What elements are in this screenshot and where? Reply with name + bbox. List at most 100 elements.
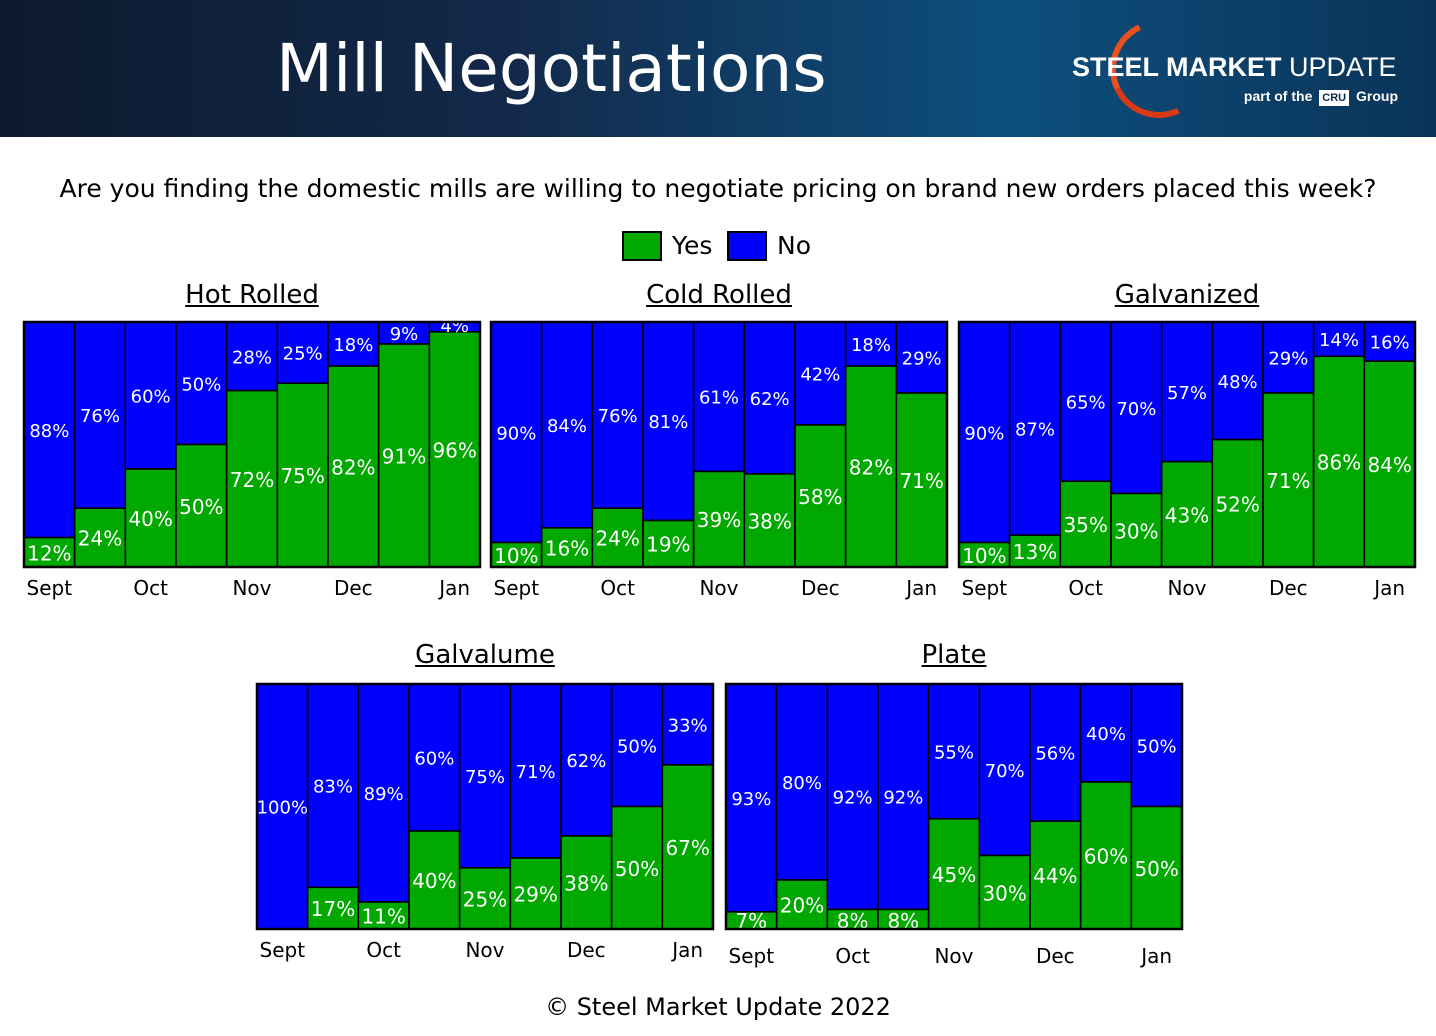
label-yes-cold-rolled-4: 39% bbox=[697, 508, 741, 532]
label-no-plate-8: 50% bbox=[1137, 736, 1177, 757]
bar-no-galvanized-8 bbox=[1363, 321, 1416, 363]
chart-plate: 93%7%80%20%92%8%92%8%55%45%70%30%56%44%4… bbox=[724, 682, 1184, 968]
label-yes-plate-4: 45% bbox=[932, 863, 976, 887]
label-no-galvanized-8: 16% bbox=[1370, 333, 1410, 354]
chart-title-galvanized: Galvanized bbox=[1114, 280, 1260, 310]
bar-no-hot-rolled-0 bbox=[23, 321, 76, 539]
cru-badge: CRU bbox=[1319, 90, 1350, 106]
label-no-galvanized-0: 90% bbox=[964, 423, 1004, 444]
label-no-galvanized-4: 57% bbox=[1167, 383, 1207, 404]
label-no-plate-2: 92% bbox=[833, 788, 873, 809]
bar-yes-galvalume-6 bbox=[560, 835, 613, 930]
legend-swatch-no bbox=[727, 231, 767, 261]
bar-no-plate-7 bbox=[1079, 683, 1133, 783]
bar-no-galvalume-6 bbox=[560, 683, 613, 837]
bar-no-plate-6 bbox=[1029, 683, 1082, 822]
survey-question: Are you finding the domestic mills are w… bbox=[59, 174, 1377, 203]
bar-no-hot-rolled-3 bbox=[175, 321, 228, 446]
label-yes-cold-rolled-0: 10% bbox=[494, 544, 538, 568]
month-label-galvalume-0: Sept bbox=[260, 938, 306, 962]
bar-yes-galvalume-3 bbox=[408, 830, 461, 930]
logo-wordmark: STEEL MARKET UPDATE bbox=[1072, 52, 1397, 83]
bar-yes-hot-rolled-2 bbox=[124, 468, 177, 568]
plot-frame-galvanized bbox=[957, 320, 1417, 569]
label-no-hot-rolled-7: 9% bbox=[390, 324, 419, 345]
bar-no-galvanized-7 bbox=[1312, 321, 1366, 358]
label-no-galvanized-1: 87% bbox=[1015, 420, 1055, 441]
month-label-plate-1: Oct bbox=[835, 944, 870, 968]
bar-yes-galvanized-4 bbox=[1160, 460, 1214, 568]
bar-no-galvalume-1 bbox=[306, 683, 360, 889]
label-no-galvalume-2: 89% bbox=[364, 784, 404, 805]
label-no-cold-rolled-8: 29% bbox=[902, 349, 942, 370]
chart-cold-rolled: 90% 10% 84% 16% 76% 24% 81% 19% 61% 39% 62% 38% 42% 5… bbox=[489, 320, 949, 600]
month-label-galvanized-1: Oct bbox=[1068, 576, 1103, 600]
label-yes-galvalume-6: 38% bbox=[564, 871, 608, 895]
month-label-galvanized-4: Jan bbox=[1372, 576, 1405, 600]
label-yes-galvanized-4: 43% bbox=[1165, 503, 1209, 527]
chart-galvalume: 100%83% 17% 89% 11% 60% 40% 75% 25% 71% 29% 62% 38%… bbox=[255, 682, 715, 962]
label-yes-hot-rolled-8: 96% bbox=[432, 438, 476, 462]
label-no-cold-rolled-5: 62% bbox=[750, 389, 790, 410]
label-yes-galvanized-0: 10% bbox=[962, 544, 1006, 568]
month-label-hot-rolled-4: Jan bbox=[437, 576, 470, 600]
chart-title-plate: Plate bbox=[921, 640, 987, 670]
label-yes-galvanized-7: 86% bbox=[1317, 451, 1361, 475]
label-yes-plate-1: 20% bbox=[780, 894, 824, 918]
bar-no-cold-rolled-0 bbox=[490, 321, 543, 544]
bar-yes-hot-rolled-1 bbox=[73, 507, 127, 568]
label-no-plate-3: 92% bbox=[883, 788, 923, 809]
month-label-hot-rolled-0: Sept bbox=[27, 576, 73, 600]
chart-title-galvalume: Galvalume bbox=[415, 640, 555, 670]
month-label-cold-rolled-3: Dec bbox=[801, 576, 840, 600]
label-yes-plate-6: 44% bbox=[1033, 864, 1077, 888]
label-no-galvanized-2: 65% bbox=[1066, 393, 1106, 414]
label-no-cold-rolled-7: 18% bbox=[851, 335, 891, 356]
label-yes-galvanized-3: 30% bbox=[1114, 519, 1158, 543]
copyright-footer: © Steel Market Update 2022 bbox=[545, 993, 891, 1021]
bar-yes-galvanized-8 bbox=[1363, 360, 1416, 568]
month-label-cold-rolled-0: Sept bbox=[494, 576, 540, 600]
bar-no-plate-1 bbox=[775, 683, 829, 881]
legend-swatch-yes bbox=[622, 231, 662, 261]
logo-bold-text: STEEL MARKET bbox=[1072, 52, 1282, 82]
label-yes-hot-rolled-1: 24% bbox=[78, 527, 122, 551]
bar-yes-plate-8 bbox=[1130, 805, 1183, 930]
label-no-plate-4: 55% bbox=[934, 742, 974, 763]
month-label-plate-4: Jan bbox=[1139, 944, 1172, 968]
label-no-plate-6: 56% bbox=[1035, 744, 1075, 765]
label-yes-galvanized-2: 35% bbox=[1063, 513, 1107, 537]
bar-yes-galvanized-2 bbox=[1059, 480, 1112, 568]
label-yes-galvalume-3: 40% bbox=[412, 869, 456, 893]
bar-yes-galvanized-6 bbox=[1262, 392, 1315, 568]
chart-hot-rolled: 88% 12% 76% 24% 60% 40% 50% 50% 28% 72% 25% 75% 18% 8… bbox=[22, 316, 482, 600]
bar-yes-plate-7 bbox=[1079, 781, 1133, 930]
label-yes-cold-rolled-3: 19% bbox=[646, 533, 690, 557]
label-no-plate-0: 93% bbox=[731, 789, 771, 810]
plot-frame-hot-rolled bbox=[22, 320, 482, 569]
label-no-plate-1: 80% bbox=[782, 773, 822, 794]
month-label-galvalume-2: Nov bbox=[465, 938, 504, 962]
label-no-cold-rolled-4: 61% bbox=[699, 388, 739, 409]
bar-yes-plate-5 bbox=[978, 854, 1031, 930]
bar-no-plate-3 bbox=[877, 683, 930, 911]
logo-tagline-post: Group bbox=[1356, 88, 1398, 104]
plot-frame-plate bbox=[724, 682, 1184, 931]
header-banner: Mill Negotiations STEEL MARKET UPDATE pa… bbox=[0, 0, 1436, 137]
month-label-cold-rolled-1: Oct bbox=[600, 576, 635, 600]
label-no-galvanized-6: 29% bbox=[1268, 349, 1308, 370]
label-yes-galvalume-7: 50% bbox=[615, 857, 659, 881]
month-label-galvalume-4: Jan bbox=[670, 938, 703, 962]
label-no-plate-7: 40% bbox=[1086, 724, 1126, 745]
label-yes-cold-rolled-6: 58% bbox=[798, 485, 842, 509]
label-no-galvalume-4: 75% bbox=[465, 767, 505, 788]
legend-label-no: No bbox=[777, 231, 811, 260]
label-yes-galvanized-6: 71% bbox=[1266, 469, 1310, 493]
label-yes-galvalume-4: 25% bbox=[463, 887, 507, 911]
bar-yes-galvalume-5 bbox=[509, 857, 562, 930]
label-no-cold-rolled-3: 81% bbox=[648, 412, 688, 433]
month-label-galvalume-1: Oct bbox=[366, 938, 401, 962]
label-no-galvalume-7: 50% bbox=[617, 736, 657, 757]
page-title: Mill Negotiations bbox=[276, 30, 827, 107]
label-yes-cold-rolled-2: 24% bbox=[595, 527, 639, 551]
